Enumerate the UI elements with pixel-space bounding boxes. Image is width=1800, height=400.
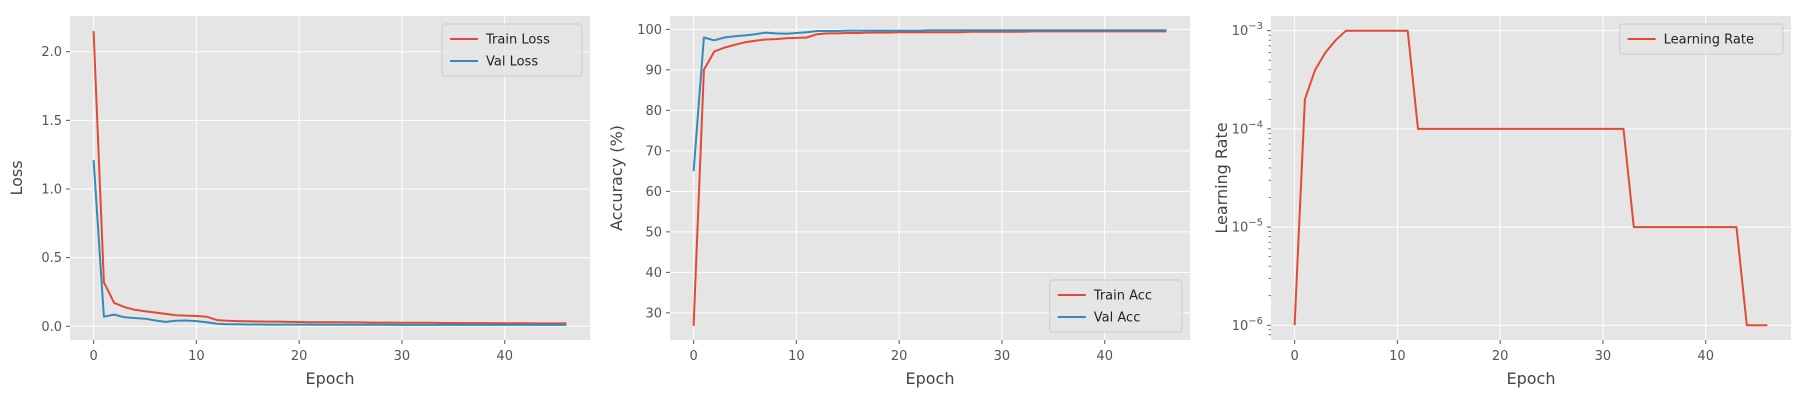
x-tick-label: 30 <box>394 349 411 364</box>
x-tick-label: 20 <box>891 349 908 364</box>
y-tick-label: 100 <box>637 23 662 38</box>
y-tick-label: 0.0 <box>41 320 62 335</box>
y-axis-label: Accuracy (%) <box>607 125 626 231</box>
x-tick-label: 40 <box>1096 349 1113 364</box>
y-tick-label: 0.5 <box>41 251 62 266</box>
y-tick-label: 10−3 <box>1232 21 1263 39</box>
legend: Train Acc Val Acc <box>1049 279 1183 333</box>
x-tick-label: 10 <box>1389 349 1406 364</box>
chart-panel-3: 0 10 20 30 40 10−6 10−5 10−4 10−3 Epoch Learning R… <box>1212 16 1791 388</box>
y-axis-label: Loss <box>7 160 26 195</box>
x-tick-label: 30 <box>1595 349 1612 364</box>
y-tick-label: 70 <box>645 144 662 159</box>
legend-label: Train Loss <box>485 33 550 48</box>
x-tick-label: 40 <box>1697 349 1714 364</box>
legend: Learning Rate <box>1619 23 1784 55</box>
series-line-learning-rate <box>1293 29 1768 327</box>
legend-label: Learning Rate <box>1664 33 1754 48</box>
x-tick-label: 10 <box>788 349 805 364</box>
y-tick-label: 40 <box>645 266 662 281</box>
legend-box <box>1619 23 1784 55</box>
legend-label: Val Loss <box>486 55 538 70</box>
legend-label: Train Acc <box>1093 289 1152 304</box>
x-axis-label: Epoch <box>306 369 355 388</box>
legend-label: Val Acc <box>1094 311 1141 326</box>
legend-box <box>1049 279 1183 333</box>
x-tick-label: 0 <box>1290 349 1298 364</box>
y-tick-label: 1.5 <box>41 114 62 129</box>
y-tick-label: 30 <box>645 306 662 321</box>
y-tick-label: 80 <box>645 104 662 119</box>
x-tick-label: 20 <box>1492 349 1509 364</box>
y-tick-label: 60 <box>645 185 662 200</box>
y-tick-label: 50 <box>645 225 662 240</box>
series-line-val-loss <box>92 160 567 326</box>
x-axis-label: Epoch <box>906 369 955 388</box>
y-tick-label: 90 <box>645 63 662 78</box>
y-tick-label: 2.0 <box>41 45 62 60</box>
series-line-train-acc <box>692 30 1167 326</box>
x-tick-label: 40 <box>496 349 513 364</box>
x-tick-label: 0 <box>89 349 97 364</box>
chart-panel-2: 0 10 20 30 40 30 40 50 60 70 80 90 100 Epoch Accuracy … <box>607 16 1190 388</box>
legend-box <box>441 23 583 77</box>
y-axis-label: Learning Rate <box>1212 122 1231 233</box>
series-line-train-loss <box>92 31 567 325</box>
y-tick-label: 10−5 <box>1232 218 1263 236</box>
x-axis-label: Epoch <box>1507 369 1556 388</box>
y-tick-label: 1.0 <box>41 182 62 197</box>
plot-area <box>1271 16 1791 340</box>
y-tick-label: 10−6 <box>1232 316 1263 334</box>
x-tick-label: 30 <box>994 349 1011 364</box>
chart-panel-1: 0 10 20 30 40 0.0 0.5 1.0 1.5 2.0 Epoch Loss Train L… <box>7 16 590 388</box>
legend: Train Loss Val Loss <box>441 23 583 77</box>
y-tick-label: 10−4 <box>1232 119 1263 137</box>
series-line-val-acc <box>692 29 1167 172</box>
x-tick-label: 10 <box>188 349 205 364</box>
x-tick-label: 0 <box>689 349 697 364</box>
x-tick-label: 20 <box>291 349 308 364</box>
